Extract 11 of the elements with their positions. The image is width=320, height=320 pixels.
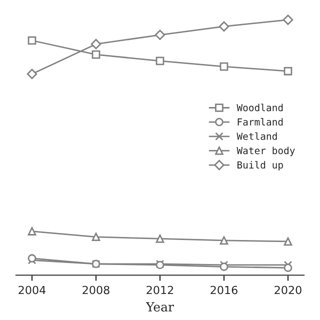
legend-label: Water body xyxy=(236,146,295,156)
x-tick-label: 2016 xyxy=(210,286,238,294)
legend-label: Build up xyxy=(238,161,283,170)
legend-label: Woodland xyxy=(236,104,283,112)
x-tick-label: 2012 xyxy=(146,286,174,294)
legend-label: Wetland xyxy=(236,132,277,140)
legend-label: Farmland xyxy=(238,118,283,126)
x-axis-title: Year xyxy=(146,302,174,312)
x-tick-label: 2020 xyxy=(274,286,302,294)
x-tick-label: 2004 xyxy=(18,286,46,294)
x-tick-label: 2008 xyxy=(82,286,110,294)
